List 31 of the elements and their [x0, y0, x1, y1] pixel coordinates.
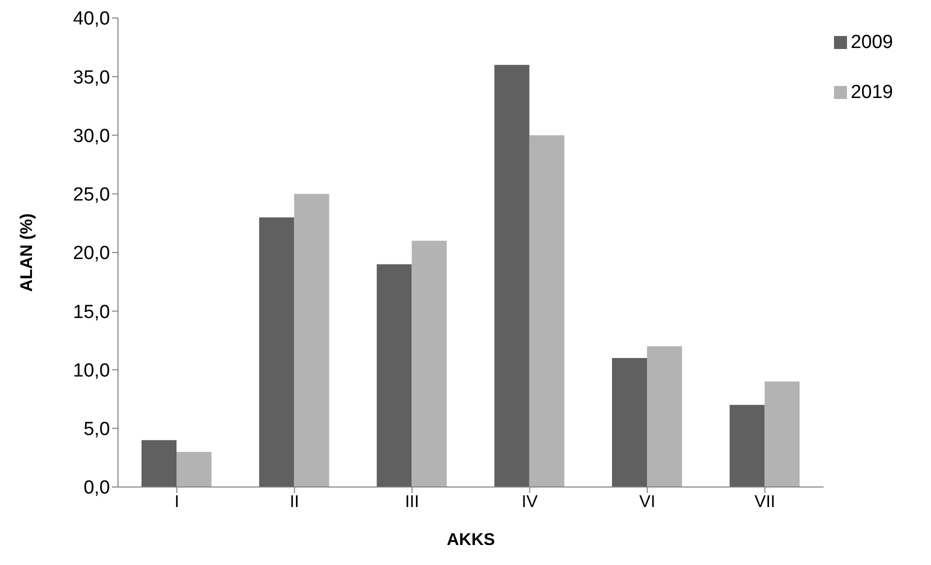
x-tick-label: III [404, 492, 420, 512]
y-tick-label: 40,0 [73, 8, 110, 30]
bar [142, 440, 177, 487]
bar [612, 358, 648, 487]
y-tick-label: 5,0 [84, 419, 110, 440]
bar [494, 64, 530, 487]
bar [529, 135, 564, 487]
x-axis-title: AKKS [446, 530, 495, 549]
y-tick-label: 20,0 [73, 243, 110, 264]
bar [376, 264, 412, 487]
x-tick-label: VI [639, 492, 656, 512]
y-tick-label: 15,0 [73, 302, 110, 323]
bar [259, 217, 294, 487]
bar [730, 404, 765, 487]
y-tick-label: 30,0 [73, 126, 110, 147]
bar [647, 346, 682, 487]
y-tick-label: 0,0 [84, 478, 110, 499]
y-tick-label: 25,0 [73, 184, 110, 206]
x-tick-label: II [290, 492, 300, 512]
legend-label: 2019 [850, 82, 893, 103]
legend-label: 2009 [850, 32, 893, 53]
y-tick-label: 35,0 [73, 67, 110, 88]
y-tick-label: 10,0 [73, 360, 110, 382]
x-tick-label: VII [754, 492, 776, 512]
x-tick-label: IV [522, 492, 538, 512]
y-axis-title: ALAN (%) [17, 213, 36, 292]
bar [412, 240, 447, 487]
bar [176, 452, 212, 487]
x-tick-label: I [174, 492, 180, 512]
bar [764, 381, 800, 487]
bar [294, 194, 330, 487]
